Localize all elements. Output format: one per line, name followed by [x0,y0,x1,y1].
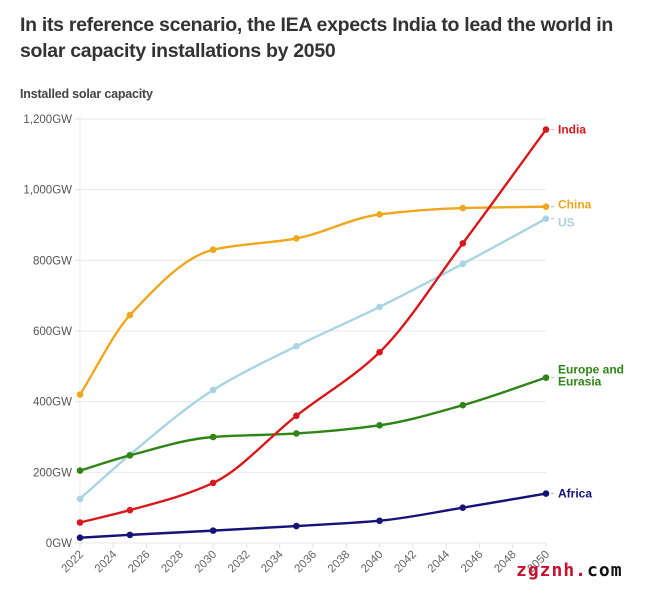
data-point-africa [542,490,550,497]
series-india [76,126,550,526]
data-point-africa [209,527,217,534]
x-tick-label: 2024 [93,548,120,575]
data-point-china [76,391,84,398]
data-point-china [293,235,300,242]
data-point-china [376,211,383,218]
y-tick-label: 1,000GW [23,185,72,197]
data-point-europe-and-eurasia [76,467,84,474]
y-tick-label: 200GW [33,467,72,479]
data-point-africa [293,522,300,530]
data-point-india [293,412,300,420]
series-label-africa: Africa [558,487,592,501]
data-point-china [126,311,134,319]
data-point-india [376,348,383,356]
y-tick-label: 600GW [33,326,72,338]
data-point-us [209,386,217,394]
data-point-china [459,204,467,212]
series-africa [76,490,550,541]
data-point-india [459,240,467,247]
x-tick-label: 2042 [392,549,419,576]
data-point-europe-and-eurasia [126,452,134,459]
chart-subtitle: Installed solar capacity [20,87,153,101]
data-point-us [376,303,383,311]
series-china [76,203,550,398]
data-point-europe-and-eurasia [293,430,300,437]
series-europe-and-eurasia [76,374,550,474]
y-tick-label: 1,200GW [23,114,72,126]
series-lines [76,126,550,541]
x-tick-label: 2044 [426,548,453,575]
watermark-part1: zgznh. [516,560,588,581]
series-label-europe-and-eurasia: Eurasia [558,375,602,389]
x-tick-label: 2040 [359,549,386,576]
data-point-india [542,126,550,133]
series-label-us: US [558,216,575,230]
data-point-africa [376,517,383,525]
series-line-africa [78,492,548,539]
data-point-india [209,479,217,487]
series-line-india [78,128,548,524]
data-point-europe-and-eurasia [459,401,467,409]
x-tick-label: 2046 [459,549,486,576]
y-tick-label: 800GW [33,255,72,267]
x-tick-label: 2022 [60,549,87,576]
data-point-africa [126,531,134,539]
data-point-us [293,342,300,350]
y-axis: 0GW 200GW 400GW 600GW 800GW 1,000GW 1,200GW [23,114,80,550]
series-us [76,215,550,503]
series-line-china [78,205,548,396]
gridlines [79,115,546,544]
data-point-us [542,215,550,222]
data-point-india [126,506,134,514]
data-point-europe-and-eurasia [209,433,217,441]
data-point-africa [76,534,84,541]
y-tick-label: 0GW [46,538,72,550]
y-tick-label: 400GW [33,397,72,409]
data-point-india [76,519,84,526]
x-axis: 2022 2024 2026 2028 2030 2032 2034 2036 2038 2040… [60,543,552,576]
watermark-part2: com [587,560,623,581]
x-tick-label: 2032 [226,549,253,576]
x-tick-label: 2028 [159,549,186,576]
data-point-us [459,260,467,268]
series-line-europe-and-eurasia [78,376,548,472]
x-tick-label: 2026 [126,549,153,576]
x-tick-label: 2034 [259,548,286,575]
x-tick-label: 2048 [492,549,519,576]
data-point-china [209,246,217,254]
data-point-europe-and-eurasia [376,422,383,429]
data-point-china [542,203,550,210]
data-point-us [76,495,84,503]
chart-title: In its reference scenario, the IEA expec… [20,14,613,62]
x-tick-label: 2036 [293,549,320,576]
x-tick-label: 2038 [326,549,353,576]
series-label-europe-and-eurasia: Europe and [558,363,624,377]
data-point-africa [459,504,467,511]
data-point-europe-and-eurasia [542,374,550,381]
watermark: zgznh.com [516,560,623,581]
x-tick-label: 2030 [193,549,220,576]
series-label-china: China [558,198,592,212]
series-label-india: India [558,123,586,137]
